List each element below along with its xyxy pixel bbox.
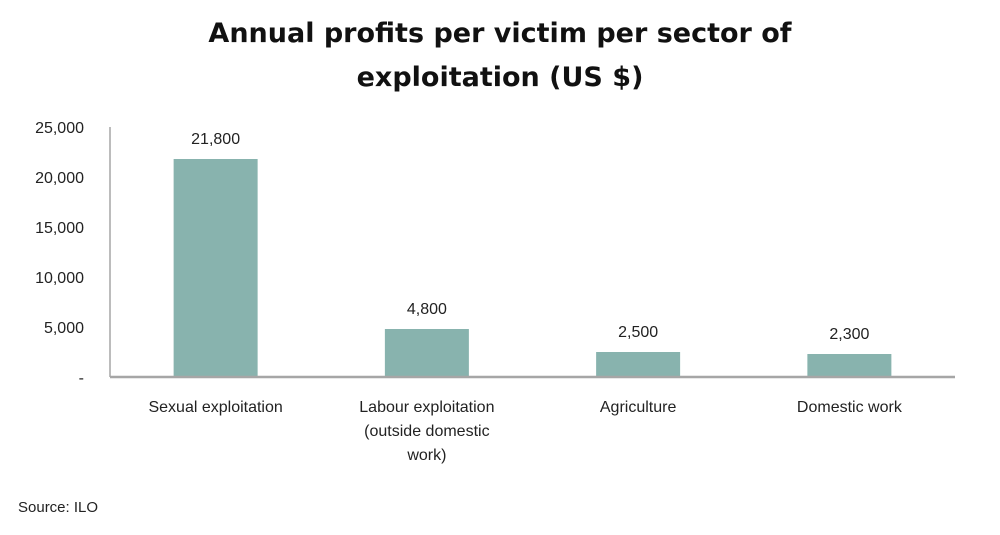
y-tick-label: 25,000 (35, 120, 84, 137)
bar (173, 159, 258, 377)
x-category-label: Sexual exploitation (148, 399, 282, 416)
x-category-label: Agriculture (600, 399, 677, 416)
x-category-label: (outside domestic (364, 423, 489, 440)
y-tick-label: 20,000 (35, 170, 84, 187)
y-tick-label: 15,000 (35, 220, 84, 237)
chart-title: Annual profits per victim per sector of e… (208, 18, 791, 93)
x-category-label: Labour exploitation (359, 399, 494, 416)
data-label: 21,800 (191, 131, 240, 148)
source-note: Source: ILO (18, 499, 98, 516)
data-label: 2,300 (829, 326, 869, 343)
y-tick-label: 10,000 (35, 270, 84, 287)
y-tick-label: - (79, 370, 84, 387)
data-label: 2,500 (618, 324, 658, 341)
y-axis-ticks: - 5,000 10,000 15,000 20,000 25,000 (35, 120, 84, 387)
bar (596, 352, 681, 377)
bar (807, 354, 892, 377)
bar (384, 329, 469, 377)
x-axis-categories: Sexual exploitation Labour exploitation (o… (148, 399, 902, 464)
chart-title-line: Annual profits per victim per sector of (208, 18, 791, 49)
x-category-label: work) (406, 447, 446, 464)
chart-title-line: exploitation (US $) (357, 62, 644, 93)
bars: 21,800 4,800 2,500 2,300 (173, 131, 892, 377)
x-category-label: Domestic work (797, 399, 903, 416)
data-label: 4,800 (407, 301, 447, 318)
y-tick-label: 5,000 (44, 320, 84, 337)
